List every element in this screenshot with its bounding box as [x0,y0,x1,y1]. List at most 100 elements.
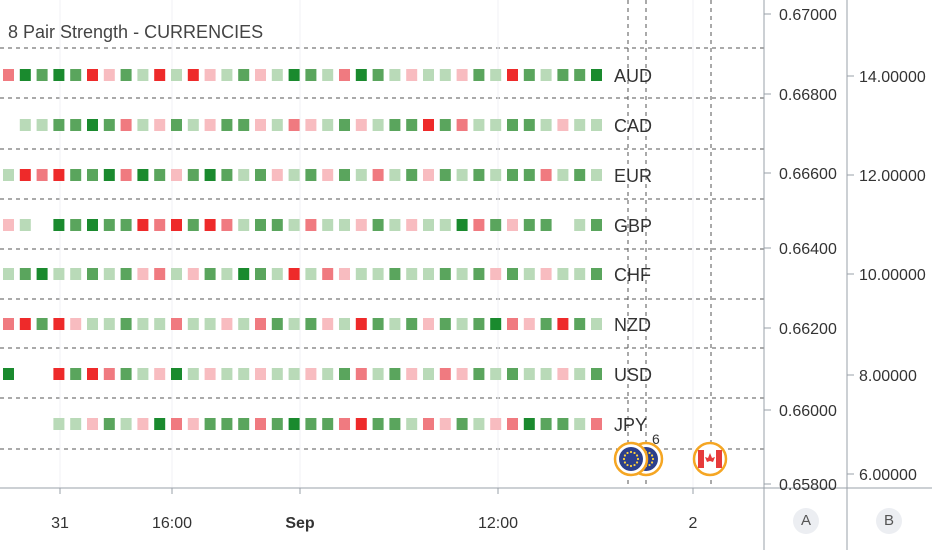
strength-cell-usd [187,368,199,380]
strength-cell-chf [523,268,535,280]
strength-cell-nzd [137,318,149,330]
strength-cell-eur [120,169,132,181]
strength-cell-usd [406,368,418,380]
strength-cell-cad [322,119,334,131]
strength-cell-cad [187,119,199,131]
currency-label-aud: AUD [614,66,652,86]
eu-flag-star [626,463,629,467]
strength-cell-cad [255,119,266,131]
strength-cell-chf [305,268,317,280]
strength-cell-usd [255,368,266,380]
price-b-tick-label: 14.00000 [859,69,926,86]
strength-cell-aud [87,69,98,81]
strength-cell-aud [204,69,216,81]
strength-cell-eur [255,169,266,181]
strength-cell-chf [574,268,586,280]
strength-cell-eur [271,169,283,181]
strength-cell-cad [271,119,283,131]
strength-cell-usd [591,368,602,380]
strength-cell-chf [137,268,149,280]
strength-cell-nzd [523,318,535,330]
strength-cell-chf [103,268,115,280]
strength-cell-chf [288,268,300,280]
strength-cell-gbp [238,219,250,231]
strength-cell-jpy [120,418,132,430]
strength-cell-nzd [540,318,552,330]
strength-cell-cad [439,119,451,131]
strength-cell-cad [305,119,317,131]
price-a-tick-label: 0.66200 [779,321,837,338]
strength-cell-cad [591,119,602,131]
strength-cell-eur [339,169,350,181]
strength-cell-gbp [473,219,485,231]
eu-flag-star [633,463,636,467]
strength-cell-eur [389,169,401,181]
strength-cell-jpy [137,418,149,430]
price-b-tick-label: 6.00000 [859,467,917,484]
eu-flag-icon[interactable] [613,441,649,477]
strength-cell-jpy [406,418,418,430]
strength-cell-nzd [389,318,401,330]
strength-cell-nzd [103,318,115,330]
strength-cell-cad [204,119,216,131]
strength-cell-gbp [372,219,384,231]
strength-cell-aud [574,69,586,81]
strength-cell-jpy [154,418,166,430]
strength-cell-nzd [36,318,48,330]
strength-cell-gbp [3,219,14,231]
strength-cell-nzd [70,318,82,330]
strength-cell-aud [423,69,434,81]
strength-cell-jpy [103,418,115,430]
scale-b-button[interactable]: B [876,508,902,534]
strength-cell-cad [120,119,132,131]
eu-flag-star [635,461,639,464]
strength-cell-cad [339,119,350,131]
eu-flag-disc [619,447,643,471]
strength-cell-aud [322,69,334,81]
strength-cell-gbp [137,219,149,231]
strength-cell-cad [154,119,166,131]
strength-cell-usd [137,368,149,380]
strength-cell-gbp [103,219,115,231]
currency-label-jpy: JPY [614,415,647,435]
strength-cell-gbp [423,219,434,231]
time-tick-label: 12:00 [478,515,518,532]
eu-flag-star [623,454,627,457]
strength-cell-nzd [271,318,283,330]
strength-cell-nzd [87,318,98,330]
strength-cell-gbp [19,219,31,231]
strength-cell-chf [439,268,451,280]
price-b-tick-label: 8.00000 [859,368,917,385]
strength-cell-chf [204,268,216,280]
currency-label-gbp: GBP [614,216,652,236]
strength-cell-usd [271,368,283,380]
strength-cell-aud [355,69,367,81]
eu-flag-star [650,461,654,464]
strength-cell-nzd [490,318,502,330]
scale-a-button[interactable]: A [793,508,819,534]
strength-cell-nzd [187,318,199,330]
economic-events[interactable]: 6 [613,431,728,477]
strength-cell-gbp [154,219,166,231]
strength-cell-cad [238,119,250,131]
strength-cell-aud [288,69,300,81]
strength-cell-jpy [355,418,367,430]
strength-cell-jpy [557,418,569,430]
strength-cell-eur [540,169,552,181]
ca-flag-icon[interactable] [692,441,728,477]
strength-cell-chf [473,268,485,280]
strength-cell-gbp [540,219,552,231]
strength-cell-aud [490,69,502,81]
strength-cell-eur [406,169,418,181]
strength-cell-eur [238,169,250,181]
strength-cell-jpy [288,418,300,430]
strength-cell-aud [255,69,266,81]
strength-cell-aud [591,69,602,81]
strength-cell-jpy [87,418,98,430]
strength-cell-aud [137,69,149,81]
price-b-tick-label: 10.00000 [859,267,926,284]
strength-cell-cad [406,119,418,131]
strength-cell-aud [154,69,166,81]
strength-cell-eur [456,169,468,181]
